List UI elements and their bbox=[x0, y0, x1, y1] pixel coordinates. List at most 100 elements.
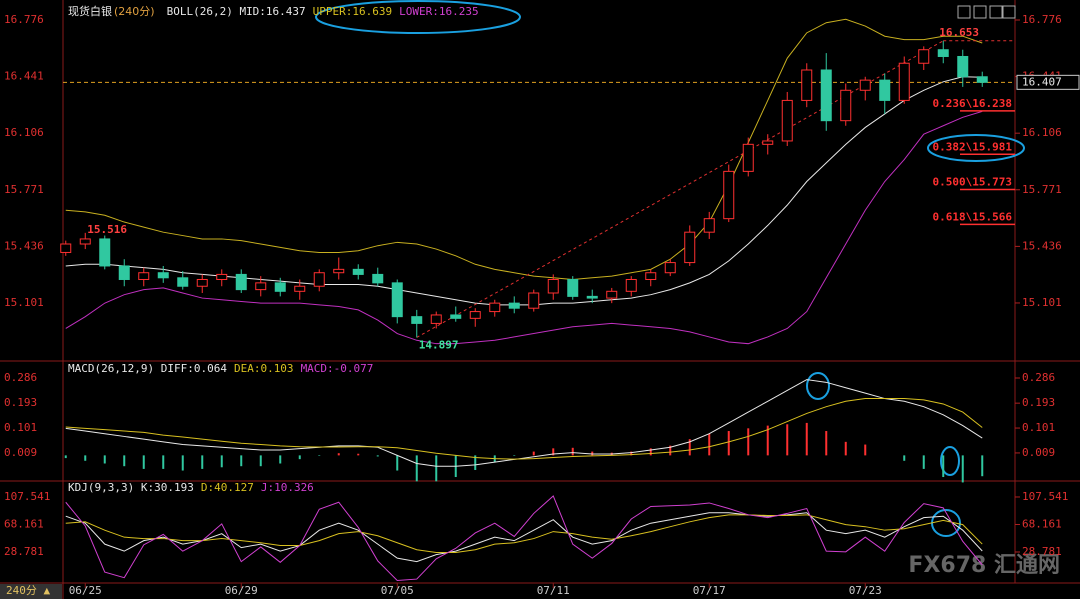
candle-body bbox=[450, 314, 462, 319]
candle-body bbox=[118, 265, 130, 280]
candle-body bbox=[762, 140, 774, 145]
x-tick-label: 07/23 bbox=[849, 584, 882, 597]
candle-body bbox=[606, 290, 618, 299]
candle-body bbox=[567, 278, 579, 297]
fib-label: 0.236\16.238 bbox=[933, 97, 1012, 110]
y-tick-label: 0.286 bbox=[4, 371, 37, 384]
candle-body bbox=[918, 49, 930, 64]
legend-item: KDJ(9,3,3) K:30.193 bbox=[68, 481, 194, 494]
watermark: FX678 汇通网 bbox=[908, 553, 1060, 578]
y-tick-label: 0.009 bbox=[4, 446, 37, 459]
candle-body bbox=[781, 99, 793, 142]
candle-body bbox=[508, 302, 520, 309]
candle-body bbox=[489, 302, 501, 313]
candle-body bbox=[138, 272, 150, 280]
candle-body bbox=[840, 89, 852, 122]
y-tick-label: 0.193 bbox=[4, 396, 37, 409]
candle-body bbox=[216, 273, 228, 280]
candle-body bbox=[645, 272, 657, 280]
x-tick-label: 07/17 bbox=[693, 584, 726, 597]
line bbox=[65, 495, 983, 581]
y-tick-label: 16.776 bbox=[4, 13, 44, 26]
highlight bbox=[315, 0, 521, 34]
legend-item: D:40.127 bbox=[201, 481, 254, 494]
x-tick-label: 06/25 bbox=[69, 584, 102, 597]
highlight bbox=[927, 134, 1025, 162]
candle-body bbox=[469, 311, 481, 319]
y-tick-label: 0.193 bbox=[1022, 396, 1055, 409]
candle-body bbox=[430, 314, 442, 324]
candle-body bbox=[684, 231, 696, 264]
y-tick-label: 15.771 bbox=[4, 183, 44, 196]
line bbox=[65, 110, 983, 345]
y-tick-label: 0.101 bbox=[1022, 421, 1055, 434]
highlight bbox=[806, 372, 830, 400]
fib-label: 0.618\15.566 bbox=[933, 210, 1013, 223]
legend-item: LOWER:16.235 bbox=[399, 5, 478, 18]
legend-item: J:10.326 bbox=[261, 481, 314, 494]
high-label: 15.516 bbox=[87, 223, 127, 236]
candle-body bbox=[352, 268, 364, 275]
candle-body bbox=[60, 243, 72, 253]
period-label[interactable]: 240分 ▲ bbox=[6, 584, 50, 597]
legend-item: BOLL(26,2) MID:16.437 bbox=[167, 5, 306, 18]
chart-period: (240分) bbox=[114, 5, 155, 18]
candle-body bbox=[937, 49, 949, 57]
y-tick-label: 68.161 bbox=[1022, 517, 1062, 530]
y-tick-label: 15.436 bbox=[4, 239, 44, 252]
candle-body bbox=[333, 268, 345, 274]
high-label: 16.653 bbox=[939, 26, 979, 39]
y-tick-label: 15.771 bbox=[1022, 183, 1062, 196]
candle-body bbox=[313, 272, 325, 287]
x-tick-label: 06/29 bbox=[225, 584, 258, 597]
y-tick-label: 15.101 bbox=[1022, 296, 1062, 309]
candle-body bbox=[879, 79, 891, 101]
line bbox=[65, 512, 983, 563]
candle-body bbox=[177, 277, 189, 287]
candle-body bbox=[528, 292, 540, 309]
candle-body bbox=[586, 295, 598, 299]
toolbar[interactable] bbox=[957, 5, 1016, 19]
low-label: 14.897 bbox=[419, 338, 459, 351]
candle-body bbox=[742, 143, 754, 172]
line bbox=[65, 398, 983, 460]
candle-body bbox=[274, 282, 286, 292]
highlight bbox=[940, 446, 960, 476]
x-tick-label: 07/11 bbox=[537, 584, 570, 597]
y-tick-label: 15.101 bbox=[4, 296, 44, 309]
candle-body bbox=[976, 76, 988, 83]
line bbox=[65, 18, 983, 280]
candle-body bbox=[801, 69, 813, 101]
candle-body bbox=[255, 282, 267, 291]
y-tick-label: 0.286 bbox=[1022, 371, 1055, 384]
candle-body bbox=[859, 79, 871, 91]
candle-body bbox=[372, 273, 384, 284]
price-box bbox=[1016, 74, 1080, 90]
candle-body bbox=[157, 272, 169, 279]
legend-item: UPPER:16.639 bbox=[313, 5, 392, 18]
y-tick-label: 68.161 bbox=[4, 517, 44, 530]
trend-line bbox=[416, 40, 944, 338]
line bbox=[65, 379, 983, 467]
candle-body bbox=[898, 62, 910, 101]
y-tick-label: 107.541 bbox=[1022, 490, 1068, 503]
y-tick-label: 16.106 bbox=[1022, 126, 1062, 139]
period-button[interactable] bbox=[0, 584, 62, 599]
y-tick-label: 28.781 bbox=[4, 545, 44, 558]
candle-body bbox=[957, 55, 969, 78]
candle-body bbox=[703, 218, 715, 233]
x-tick-label: 07/05 bbox=[381, 584, 414, 597]
candle-body bbox=[547, 278, 559, 294]
y-tick-label: 16.106 bbox=[4, 126, 44, 139]
candle-body bbox=[294, 285, 306, 292]
candle-body bbox=[79, 238, 91, 245]
legend-item: MACD(26,12,9) DIFF:0.064 bbox=[68, 362, 227, 375]
candle-body bbox=[664, 262, 676, 274]
candle-body bbox=[99, 238, 111, 267]
candle-body bbox=[235, 273, 247, 291]
legend-item: MACD:-0.077 bbox=[301, 362, 374, 375]
candle-body bbox=[625, 278, 637, 292]
candle-body bbox=[820, 69, 832, 122]
